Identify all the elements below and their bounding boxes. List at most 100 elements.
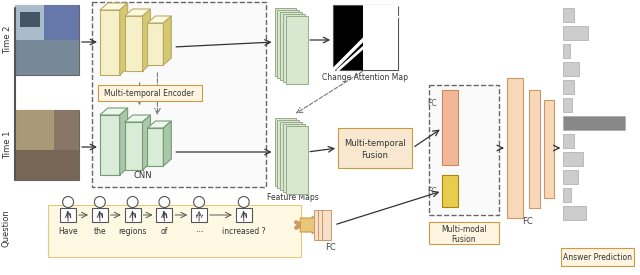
FancyBboxPatch shape [191, 208, 207, 222]
Text: Fusion: Fusion [361, 150, 388, 160]
FancyBboxPatch shape [563, 134, 575, 148]
Text: regions: regions [118, 227, 147, 236]
Text: FC: FC [324, 243, 335, 252]
Polygon shape [100, 108, 127, 115]
Polygon shape [163, 121, 172, 166]
FancyBboxPatch shape [442, 175, 458, 207]
Text: Change Attention Map: Change Attention Map [322, 73, 408, 82]
FancyBboxPatch shape [563, 62, 579, 76]
Polygon shape [120, 108, 127, 175]
FancyBboxPatch shape [442, 90, 458, 165]
Polygon shape [147, 121, 172, 128]
FancyBboxPatch shape [318, 210, 327, 240]
FancyBboxPatch shape [284, 124, 305, 192]
Text: h: h [97, 210, 103, 219]
FancyBboxPatch shape [563, 8, 575, 22]
Text: Time 1: Time 1 [3, 131, 12, 159]
FancyBboxPatch shape [563, 152, 584, 166]
FancyBboxPatch shape [275, 118, 296, 186]
Text: FC: FC [428, 186, 437, 196]
Circle shape [95, 197, 106, 208]
Text: Time 2: Time 2 [3, 26, 12, 54]
FancyBboxPatch shape [561, 248, 634, 266]
Text: of: of [161, 227, 168, 236]
FancyBboxPatch shape [287, 126, 308, 194]
FancyBboxPatch shape [563, 116, 625, 130]
FancyBboxPatch shape [147, 23, 163, 65]
FancyArrow shape [300, 216, 320, 234]
FancyBboxPatch shape [100, 115, 120, 175]
FancyBboxPatch shape [322, 210, 331, 240]
Text: the: the [93, 227, 106, 236]
Text: FC: FC [428, 98, 437, 108]
FancyBboxPatch shape [545, 100, 554, 198]
Text: h: h [65, 210, 71, 219]
FancyBboxPatch shape [44, 5, 79, 40]
Polygon shape [143, 9, 150, 71]
FancyBboxPatch shape [236, 208, 252, 222]
FancyBboxPatch shape [92, 2, 266, 187]
Polygon shape [163, 16, 172, 65]
Text: Fusion: Fusion [452, 235, 476, 243]
FancyBboxPatch shape [100, 10, 120, 75]
Polygon shape [363, 5, 397, 70]
FancyBboxPatch shape [125, 208, 141, 222]
FancyBboxPatch shape [60, 208, 76, 222]
FancyBboxPatch shape [338, 128, 412, 168]
FancyBboxPatch shape [287, 16, 308, 84]
Circle shape [127, 197, 138, 208]
FancyBboxPatch shape [125, 16, 143, 71]
FancyBboxPatch shape [563, 80, 575, 94]
FancyBboxPatch shape [563, 188, 571, 202]
Polygon shape [125, 115, 150, 122]
FancyBboxPatch shape [15, 110, 79, 180]
FancyBboxPatch shape [15, 40, 79, 75]
Polygon shape [120, 3, 127, 75]
FancyBboxPatch shape [15, 5, 44, 40]
Text: ⋯: ⋯ [195, 210, 204, 219]
Polygon shape [147, 16, 172, 23]
Polygon shape [143, 115, 150, 170]
Circle shape [238, 197, 249, 208]
Text: Feature Maps: Feature Maps [268, 194, 319, 202]
FancyBboxPatch shape [429, 222, 499, 244]
FancyBboxPatch shape [563, 170, 578, 184]
Text: Answer Prediction: Answer Prediction [563, 252, 632, 262]
Circle shape [194, 197, 205, 208]
FancyBboxPatch shape [333, 5, 397, 70]
FancyBboxPatch shape [278, 10, 300, 78]
FancyBboxPatch shape [275, 8, 296, 76]
FancyBboxPatch shape [125, 122, 143, 170]
Text: Question: Question [1, 209, 10, 247]
FancyBboxPatch shape [280, 122, 302, 190]
FancyBboxPatch shape [48, 205, 301, 257]
FancyBboxPatch shape [98, 85, 202, 101]
Text: CNN: CNN [133, 170, 152, 180]
Text: Have: Have [58, 227, 78, 236]
FancyBboxPatch shape [563, 44, 570, 58]
Text: h: h [241, 210, 246, 219]
FancyBboxPatch shape [15, 110, 54, 150]
FancyBboxPatch shape [15, 5, 79, 75]
FancyBboxPatch shape [563, 26, 588, 40]
Text: Multi-temporal Encoder: Multi-temporal Encoder [104, 89, 195, 98]
Text: FC: FC [522, 218, 533, 227]
Polygon shape [100, 3, 127, 10]
Text: increased ?: increased ? [222, 227, 266, 236]
FancyBboxPatch shape [278, 120, 300, 188]
Circle shape [159, 197, 170, 208]
FancyBboxPatch shape [314, 210, 323, 240]
FancyBboxPatch shape [54, 110, 79, 150]
FancyBboxPatch shape [15, 150, 79, 180]
Text: Multi-modal: Multi-modal [441, 226, 487, 235]
Polygon shape [125, 9, 150, 16]
FancyBboxPatch shape [20, 12, 40, 27]
FancyBboxPatch shape [280, 12, 302, 80]
FancyBboxPatch shape [147, 128, 163, 166]
FancyBboxPatch shape [156, 208, 172, 222]
FancyBboxPatch shape [529, 90, 540, 208]
FancyBboxPatch shape [563, 206, 586, 220]
Circle shape [63, 197, 74, 208]
FancyBboxPatch shape [563, 98, 572, 112]
Text: h: h [130, 210, 136, 219]
